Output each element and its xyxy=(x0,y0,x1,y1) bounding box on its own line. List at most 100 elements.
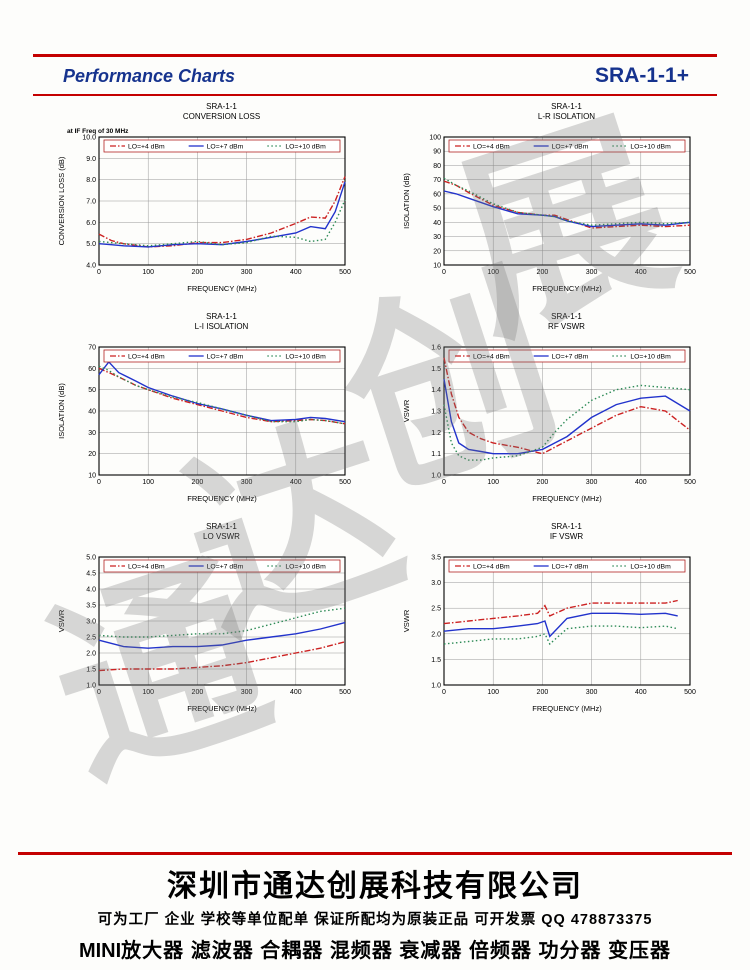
svg-text:FREQUENCY (MHz): FREQUENCY (MHz) xyxy=(532,704,602,713)
svg-text:40: 40 xyxy=(433,220,441,227)
svg-text:30: 30 xyxy=(433,234,441,241)
svg-text:100: 100 xyxy=(487,689,499,696)
svg-text:200: 200 xyxy=(191,269,203,276)
svg-text:60: 60 xyxy=(88,366,96,373)
svg-text:LO=+4 dBm: LO=+4 dBm xyxy=(473,353,510,360)
svg-text:10: 10 xyxy=(433,262,441,269)
svg-text:500: 500 xyxy=(339,689,351,696)
svg-text:1.0: 1.0 xyxy=(431,682,441,689)
svg-text:at IF Freq of 30 MHz: at IF Freq of 30 MHz xyxy=(67,128,129,135)
footer-brand-prefix: MINI xyxy=(78,940,122,962)
svg-text:LO=+10 dBm: LO=+10 dBm xyxy=(285,143,326,150)
svg-text:50: 50 xyxy=(88,387,96,394)
svg-text:ISOLATION (dB): ISOLATION (dB) xyxy=(402,172,411,228)
svg-text:300: 300 xyxy=(240,479,252,486)
svg-text:CONVERSION LOSS (dB): CONVERSION LOSS (dB) xyxy=(57,156,66,245)
svg-text:70: 70 xyxy=(88,344,96,351)
chart-title-model: SRA-1-1 xyxy=(551,312,582,321)
svg-text:ISOLATION (dB): ISOLATION (dB) xyxy=(57,382,66,438)
chart-title-type: RF VSWR xyxy=(548,322,585,332)
svg-text:300: 300 xyxy=(585,479,597,486)
svg-text:FREQUENCY (MHz): FREQUENCY (MHz) xyxy=(187,284,257,293)
svg-text:400: 400 xyxy=(289,479,301,486)
chart-title: SRA-1-1 L-R ISOLATION xyxy=(375,102,720,123)
svg-text:1.0: 1.0 xyxy=(431,472,441,479)
svg-text:2.5: 2.5 xyxy=(86,634,96,641)
chart-title-model: SRA-1-1 xyxy=(551,522,582,531)
chart-title-type: IF VSWR xyxy=(549,532,584,542)
svg-text:3.5: 3.5 xyxy=(86,602,96,609)
page-title: Performance Charts xyxy=(63,65,236,86)
chart-canvas: 1.0 1.5 2.0 2.5 3.0 3.5 0 100 200 300 400 500 LO=+4 … xyxy=(402,554,696,713)
svg-text:2.0: 2.0 xyxy=(431,631,441,638)
chart-title-type: L-I ISOLATION xyxy=(194,322,249,332)
svg-text:400: 400 xyxy=(634,269,646,276)
svg-text:LO=+4 dBm: LO=+4 dBm xyxy=(128,143,165,150)
chart-title: SRA-1-1 RF VSWR xyxy=(375,312,720,333)
svg-text:1.3: 1.3 xyxy=(431,408,441,415)
svg-text:200: 200 xyxy=(536,689,548,696)
chart-canvas: 10 20 30 40 50 60 70 80 90 100 0 100 200 300 400 500 LO=… xyxy=(402,134,696,293)
chart-title-model: SRA-1-1 xyxy=(206,312,237,321)
chart-title: SRA-1-1 LO VSWR xyxy=(30,522,375,543)
model-number: SRA-1-1+ xyxy=(595,64,689,87)
chart-title-type: L-R ISOLATION xyxy=(537,112,596,122)
svg-text:0: 0 xyxy=(442,479,446,486)
svg-text:LO=+7 dBm: LO=+7 dBm xyxy=(206,353,243,360)
svg-text:5.0: 5.0 xyxy=(86,554,96,561)
svg-text:90: 90 xyxy=(433,149,441,156)
chart-title-type: CONVERSION LOSS xyxy=(182,112,261,122)
svg-text:LO=+10 dBm: LO=+10 dBm xyxy=(630,143,671,150)
svg-text:LO=+7 dBm: LO=+7 dBm xyxy=(551,353,588,360)
svg-text:0: 0 xyxy=(442,689,446,696)
svg-text:LO=+10 dBm: LO=+10 dBm xyxy=(285,563,326,570)
svg-text:LO=+10 dBm: LO=+10 dBm xyxy=(285,353,326,360)
header-rule-bottom xyxy=(33,94,717,96)
svg-text:500: 500 xyxy=(684,269,696,276)
svg-text:100: 100 xyxy=(487,479,499,486)
svg-text:20: 20 xyxy=(433,248,441,255)
svg-text:1.5: 1.5 xyxy=(86,666,96,673)
svg-text:100: 100 xyxy=(142,269,154,276)
chart-lo-vswr: SRA-1-1 LO VSWR 1.0 1.5 2.0 2.5 3.0 3.5 4.0 4.5… xyxy=(30,520,375,716)
svg-text:100: 100 xyxy=(142,479,154,486)
svg-text:500: 500 xyxy=(339,269,351,276)
chart-title: SRA-1-1 IF VSWR xyxy=(375,522,720,543)
svg-text:50: 50 xyxy=(433,205,441,212)
svg-text:400: 400 xyxy=(634,689,646,696)
header: Performance Charts SRA-1-1+ xyxy=(33,60,717,92)
svg-text:100: 100 xyxy=(429,134,441,141)
svg-text:LO=+4 dBm: LO=+4 dBm xyxy=(473,143,510,150)
chart-canvas: 4.0 5.0 6.0 7.0 8.0 9.0 10.0 0 100 200 300 400 500 LO… xyxy=(57,128,351,293)
svg-text:300: 300 xyxy=(585,269,597,276)
svg-text:100: 100 xyxy=(142,689,154,696)
svg-text:60: 60 xyxy=(433,191,441,198)
svg-text:4.0: 4.0 xyxy=(86,586,96,593)
svg-text:10: 10 xyxy=(88,472,96,479)
svg-text:1.4: 1.4 xyxy=(431,387,441,394)
footer-products-line: MINI放大器 滤波器 合耦器 混频器 衰减器 倍频器 功分器 变压器 xyxy=(0,934,750,963)
chart-plot-area: 10 20 30 40 50 60 70 0 100 200 300 400 500 LO=+4 dBm L… xyxy=(30,333,375,505)
svg-text:7.0: 7.0 xyxy=(86,198,96,205)
svg-text:500: 500 xyxy=(684,689,696,696)
svg-text:300: 300 xyxy=(585,689,597,696)
chart-title: SRA-1-1 L-I ISOLATION xyxy=(30,312,375,333)
svg-text:400: 400 xyxy=(289,689,301,696)
svg-text:30: 30 xyxy=(88,430,96,437)
svg-text:VSWR: VSWR xyxy=(57,609,66,632)
chart-conversion-loss: SRA-1-1 CONVERSION LOSS 4.0 5.0 6.0 7.0 8.0 9… xyxy=(30,100,375,296)
chart-plot-area: 1.0 1.5 2.0 2.5 3.0 3.5 4.0 4.5 5.0 0 100 200 300 400… xyxy=(30,543,375,715)
chart-plot-area: 1.0 1.5 2.0 2.5 3.0 3.5 0 100 200 300 400 500 LO=+4 … xyxy=(375,543,720,715)
chart-plot-area: 4.0 5.0 6.0 7.0 8.0 9.0 10.0 0 100 200 300 400 500 LO… xyxy=(30,123,375,295)
svg-text:5.0: 5.0 xyxy=(86,241,96,248)
svg-text:0: 0 xyxy=(97,479,101,486)
svg-text:FREQUENCY (MHz): FREQUENCY (MHz) xyxy=(187,494,257,503)
svg-text:1.0: 1.0 xyxy=(86,682,96,689)
svg-text:8.0: 8.0 xyxy=(86,177,96,184)
footer: 深圳市通达创展科技有限公司 可为工厂 企业 学校等单位配单 保证所配均为原装正品… xyxy=(0,852,750,963)
svg-text:200: 200 xyxy=(191,479,203,486)
chart-rf-vswr: SRA-1-1 RF VSWR 1.0 1.1 1.2 1.3 1.4 1.5 1.6 0 10… xyxy=(375,310,720,506)
company-name: 深圳市通达创展科技有限公司 xyxy=(167,870,583,903)
chart-title-model: SRA-1-1 xyxy=(551,102,582,111)
